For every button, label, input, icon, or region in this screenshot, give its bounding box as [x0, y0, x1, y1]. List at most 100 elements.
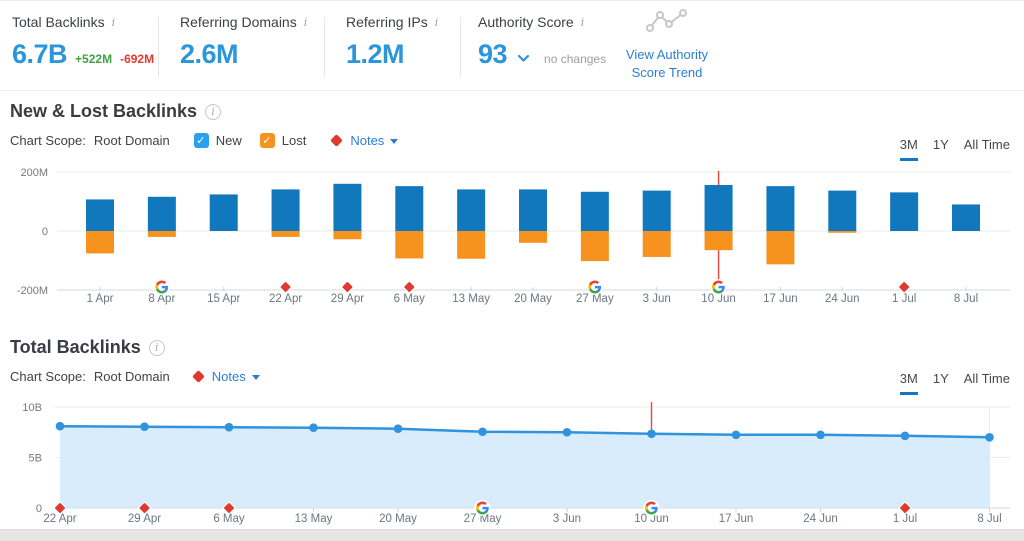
- svg-text:27 May: 27 May: [464, 513, 502, 525]
- bar-new: [890, 192, 919, 231]
- note-marker-icon: [138, 501, 151, 515]
- svg-text:10B: 10B: [22, 402, 42, 414]
- bar-new: [395, 186, 424, 231]
- bar-new: [828, 190, 857, 231]
- google-update-icon: [153, 279, 170, 295]
- svg-text:29 Apr: 29 Apr: [128, 513, 161, 525]
- data-point: [647, 429, 656, 439]
- svg-text:8 Jul: 8 Jul: [977, 513, 1001, 525]
- bar-lost: [580, 231, 609, 262]
- svg-text:15 Apr: 15 Apr: [207, 293, 240, 305]
- new-lost-section-header: New & Lost Backlinks i: [10, 101, 222, 122]
- svg-text:20 May: 20 May: [514, 293, 552, 305]
- chevron-down-icon[interactable]: [517, 54, 530, 63]
- data-point: [140, 422, 149, 431]
- tab-all-time[interactable]: All Time: [963, 137, 1010, 152]
- info-icon[interactable]: i: [303, 15, 308, 29]
- svg-text:20 May: 20 May: [379, 513, 417, 525]
- section-title: New & Lost Backlinks: [10, 101, 198, 121]
- total-backlinks-section-header: Total Backlinks i: [10, 337, 165, 358]
- legend-new-label: New: [215, 133, 242, 148]
- delta-down: -692M: [120, 52, 155, 66]
- trend-link-line2[interactable]: Score Trend: [631, 65, 703, 80]
- note-marker-icon: [341, 280, 354, 294]
- tab-1y[interactable]: 1Y: [932, 371, 949, 386]
- legend-lost-label: Lost: [281, 133, 307, 148]
- note-marker-icon: [222, 501, 236, 515]
- svg-text:5B: 5B: [29, 453, 42, 465]
- divider: [324, 17, 325, 77]
- bar-lost: [147, 231, 176, 237]
- new-lost-backlinks-chart[interactable]: 200M 0 -200M 1 Apr 8 Apr 15 Apr 22 Apr 29 Apr 6 …: [0, 161, 1024, 311]
- google-update-icon: [474, 500, 491, 516]
- bar-new: [951, 204, 980, 231]
- svg-text:8 Apr: 8 Apr: [148, 293, 175, 305]
- trend-link-line1[interactable]: View Authority: [625, 47, 709, 62]
- info-icon[interactable]: i: [148, 339, 165, 356]
- note-marker-icon: [53, 501, 67, 515]
- tab-3m[interactable]: 3M: [899, 371, 918, 395]
- notes-label: Notes: [350, 133, 385, 148]
- bar-lost: [333, 231, 362, 240]
- checkbox-checked-icon[interactable]: [193, 133, 209, 148]
- authority-score-trend[interactable]: View Authority Score Trend: [597, 9, 737, 82]
- stat-value: 1.2M: [346, 39, 405, 69]
- bar-new: [518, 189, 547, 231]
- divider: [460, 17, 461, 77]
- svg-text:10 Jun: 10 Jun: [701, 293, 736, 305]
- info-icon[interactable]: i: [434, 15, 439, 29]
- tab-1y[interactable]: 1Y: [932, 137, 949, 152]
- info-icon[interactable]: i: [111, 15, 116, 29]
- stat-label: Total Backlinks: [12, 14, 105, 30]
- stat-label: Referring Domains: [180, 14, 297, 30]
- svg-text:24 Jun: 24 Jun: [803, 513, 838, 525]
- note-marker-icon: [279, 280, 292, 294]
- bar-lost: [518, 231, 547, 243]
- notes-dropdown[interactable]: Notes: [350, 133, 399, 148]
- svg-text:3 Jun: 3 Jun: [553, 513, 581, 525]
- info-icon[interactable]: i: [580, 15, 585, 29]
- bar-new: [704, 184, 733, 231]
- bar-lost: [828, 231, 857, 233]
- new-lost-controls: Chart Scope: Root Domain New Lost Notes: [10, 133, 399, 148]
- note-diamond-icon: [191, 370, 205, 383]
- note-marker-icon: [898, 280, 911, 294]
- svg-text:200M: 200M: [20, 167, 48, 179]
- tab-all-time[interactable]: All Time: [963, 371, 1010, 386]
- data-point: [562, 427, 572, 437]
- stat-label: Referring IPs: [346, 14, 428, 30]
- change-note: no changes: [544, 52, 607, 66]
- checkbox-checked-icon[interactable]: [259, 133, 275, 148]
- bar-new: [333, 183, 362, 231]
- chart-scope-label: Chart Scope:: [10, 133, 86, 148]
- bar-new: [147, 196, 176, 231]
- bar-new: [457, 189, 486, 231]
- stat-referring-domains: Referring Domains i 2.6M: [180, 14, 307, 70]
- stat-authority-score: Authority Score i 93 no changes: [478, 14, 606, 70]
- svg-text:0: 0: [36, 503, 42, 515]
- legend-lost-checkbox[interactable]: Lost: [259, 133, 307, 148]
- chart-scope-value: Root Domain: [93, 133, 170, 148]
- data-point: [393, 424, 403, 434]
- bar-lost: [766, 231, 795, 265]
- total-backlinks-chart[interactable]: 10B 5B 022 Apr 29 Apr 6 May 13 May 20 May 27 Ma…: [0, 396, 1024, 528]
- data-point: [55, 421, 65, 431]
- bar-new: [580, 191, 609, 231]
- stat-value: 93: [478, 39, 508, 69]
- svg-text:3 Jun: 3 Jun: [643, 293, 671, 305]
- data-point: [478, 427, 487, 437]
- stat-referring-ips: Referring IPs i 1.2M: [346, 14, 438, 70]
- chart-scope-label: Chart Scope:: [10, 369, 86, 384]
- notes-dropdown[interactable]: Notes: [212, 369, 260, 384]
- svg-text:6 May: 6 May: [394, 293, 426, 305]
- note-marker-icon: [403, 280, 416, 294]
- data-point: [731, 430, 741, 440]
- legend-new-checkbox[interactable]: New: [193, 133, 242, 148]
- data-point: [309, 423, 318, 433]
- svg-text:17 Jun: 17 Jun: [763, 293, 798, 305]
- tab-3m[interactable]: 3M: [899, 137, 918, 161]
- svg-text:13 May: 13 May: [452, 293, 490, 305]
- info-icon[interactable]: i: [205, 103, 222, 120]
- google-update-icon: [710, 279, 727, 295]
